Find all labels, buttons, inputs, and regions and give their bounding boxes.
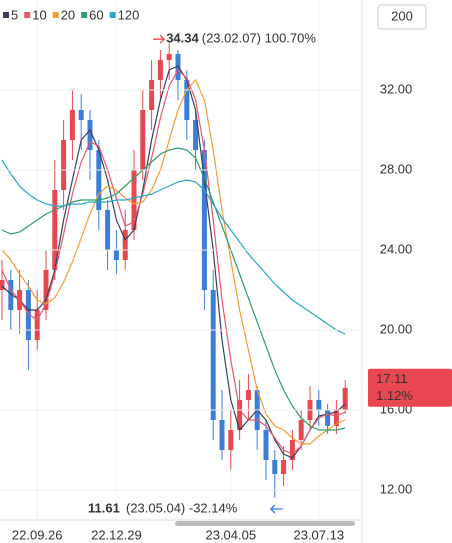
candle-body: [228, 430, 234, 450]
candle-body: [122, 230, 128, 260]
candle-body: [96, 150, 102, 210]
legend-swatch: [109, 12, 116, 18]
candle-body: [298, 420, 304, 440]
legend-swatch: [24, 12, 31, 18]
candle-body: [166, 54, 172, 60]
ma-line: [1, 69, 346, 455]
legend-label: 10: [32, 7, 46, 22]
legend-label: 5: [11, 7, 18, 22]
min-price: 11.61: [88, 500, 120, 515]
candle-body: [333, 410, 339, 426]
ma-line: [1, 78, 346, 445]
candle-body: [157, 60, 163, 80]
legend-label: 20: [61, 7, 75, 22]
button-label[interactable]: 200: [391, 8, 413, 23]
plot-area: [0, 0, 348, 520]
candle-body: [342, 387, 348, 410]
candle-body: [237, 400, 243, 430]
x-tick-label: 22.12.29: [91, 527, 142, 542]
legend-swatch: [3, 12, 9, 18]
x-tick-label: 23.04.05: [205, 527, 256, 542]
legend-swatch: [52, 12, 59, 18]
max-price: 34.34: [166, 31, 199, 46]
candle-body: [131, 170, 137, 230]
candle-body: [61, 140, 67, 190]
candle-body: [325, 410, 331, 426]
candle-body: [34, 310, 40, 340]
candle-body: [105, 210, 111, 250]
candle-body: [210, 290, 216, 420]
candle-body: [272, 460, 278, 474]
last-price-tag: [368, 368, 452, 407]
max-arrow: [153, 34, 166, 44]
candle-body: [184, 80, 190, 120]
candle-body: [43, 270, 49, 310]
y-tick-label: 24.00: [380, 241, 413, 256]
candle-body: [8, 280, 14, 310]
min-arrow: [269, 504, 283, 514]
candle-body: [52, 190, 58, 270]
ma-line: [1, 65, 346, 459]
last-price: 17.11: [376, 371, 408, 386]
legend-label: 60: [89, 7, 103, 22]
y-tick-label: 12.00: [380, 481, 413, 496]
scrollbar[interactable]: [175, 521, 355, 526]
candle-body: [219, 420, 225, 450]
x-tick-label: 22.09.26: [12, 527, 63, 542]
candle-body: [78, 110, 84, 120]
y-tick-label: 28.00: [380, 161, 413, 176]
y-tick-label: 20.00: [380, 321, 413, 336]
candle-body: [245, 390, 251, 400]
legend-swatch: [81, 12, 88, 18]
candle-body: [113, 250, 119, 260]
candle-body: [201, 150, 207, 290]
legend-label: 120: [118, 7, 140, 22]
candle-body: [263, 430, 269, 460]
candle-body: [140, 110, 146, 170]
candle-body: [193, 120, 199, 150]
candle-body: [149, 80, 155, 110]
ma-line: [1, 147, 346, 431]
x-tick-label: 23.07.13: [293, 527, 344, 542]
candle-body: [69, 110, 75, 140]
y-tick-label: 32.00: [380, 81, 413, 96]
candle-body: [316, 400, 322, 410]
button-frame[interactable]: [377, 4, 427, 30]
ma-line: [1, 159, 346, 335]
candle-body: [0, 280, 5, 290]
candle-body: [289, 440, 295, 460]
min-info: (23.05.04) -32.14%: [126, 500, 238, 515]
candle-body: [281, 460, 287, 474]
candle-body: [87, 120, 93, 150]
last-change: 1.12%: [376, 388, 413, 403]
candle-body: [25, 290, 31, 340]
range-button[interactable]: 200: [377, 4, 427, 30]
max-info: (23.02.07) 100.70%: [202, 31, 317, 46]
